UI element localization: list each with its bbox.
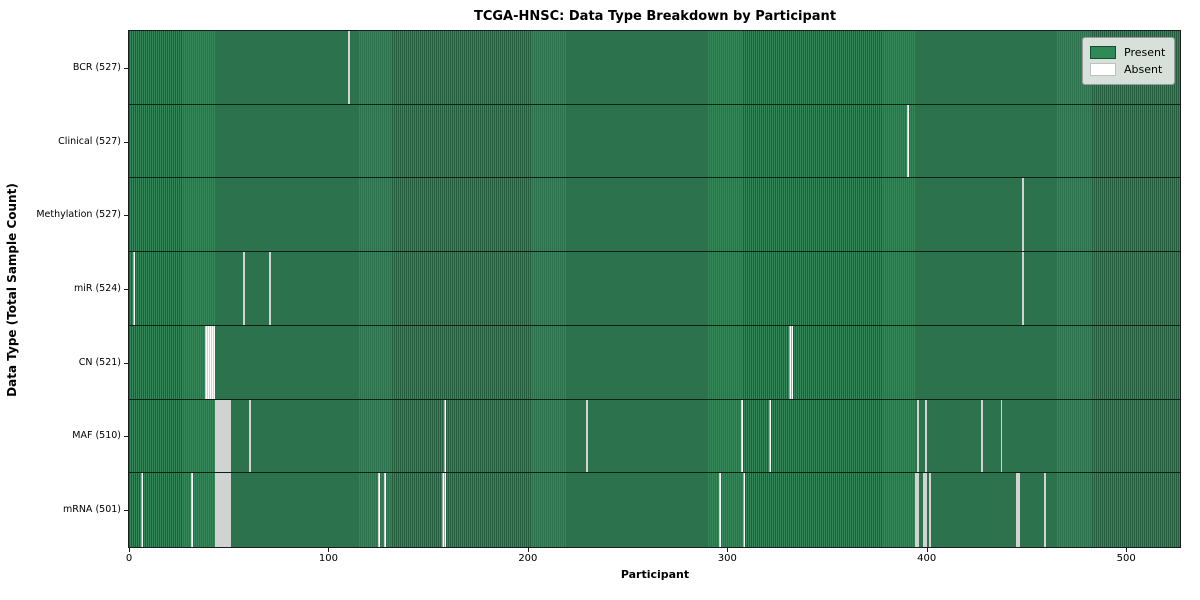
y-tick-label-mrna: mRNA (501) xyxy=(62,504,121,516)
absent-stripe xyxy=(916,473,919,547)
y-tick-mark xyxy=(124,141,128,143)
absent-stripe xyxy=(741,399,744,473)
x-tick-mark xyxy=(328,548,330,552)
absent-stripe xyxy=(228,399,231,473)
absent-stripe xyxy=(585,399,588,473)
absent-stripe xyxy=(228,473,231,547)
absent-stripe xyxy=(719,473,722,547)
absent-stripe xyxy=(1022,178,1025,252)
absent-stripe xyxy=(769,399,772,473)
absent-stripe xyxy=(210,325,213,399)
absent-stripe xyxy=(378,473,381,547)
x-tick-label: 100 xyxy=(318,553,338,564)
x-axis-label: Participant xyxy=(620,568,690,581)
y-tick-label-methylation: Methylation (527) xyxy=(36,209,121,221)
heatmap-row-mrna xyxy=(129,473,1180,547)
legend-absent-label: Absent xyxy=(1124,63,1163,76)
absent-stripe xyxy=(1022,252,1025,325)
absent-stripe xyxy=(214,399,217,473)
absent-stripe xyxy=(224,399,227,473)
absent-stripe xyxy=(384,473,387,547)
absent-stripe xyxy=(140,473,143,547)
absent-stripe xyxy=(444,399,447,473)
absent-stripe xyxy=(212,325,215,399)
y-tick-label-bcr: BCR (527) xyxy=(72,61,121,73)
heatmap-row-clinical xyxy=(129,104,1180,179)
absent-stripe xyxy=(789,325,792,399)
heatmap-row-methylation xyxy=(129,178,1180,253)
x-tick-label: 200 xyxy=(518,553,538,564)
x-tick-mark xyxy=(527,548,529,552)
x-tick-mark xyxy=(1126,548,1128,552)
legend-item-present: Present xyxy=(1090,44,1165,61)
absent-stripe xyxy=(906,104,909,178)
absent-stripe xyxy=(916,399,919,473)
absent-stripe xyxy=(242,252,245,325)
chart-title: TCGA-HNSC: Data Type Breakdown by Partic… xyxy=(473,9,837,24)
absent-stripe xyxy=(132,252,135,325)
y-tick-label-maf: MAF (510) xyxy=(72,430,121,442)
absent-stripe xyxy=(208,325,211,399)
x-tick-label: 400 xyxy=(917,553,937,564)
absent-stripe xyxy=(791,325,794,399)
absent-stripe xyxy=(224,473,227,547)
absent-stripe xyxy=(220,399,223,473)
absent-stripe xyxy=(220,473,223,547)
legend: Present Absent xyxy=(1082,37,1176,85)
absent-swatch-icon xyxy=(1090,63,1116,76)
absent-stripe xyxy=(248,399,251,473)
absent-stripe xyxy=(980,399,983,473)
x-tick-label: 300 xyxy=(717,553,737,564)
absent-stripe xyxy=(226,473,229,547)
absent-stripe xyxy=(348,31,351,104)
absent-stripe xyxy=(216,473,219,547)
present-swatch-icon xyxy=(1090,46,1116,59)
absent-stripe xyxy=(442,473,445,547)
y-tick-mark xyxy=(124,510,128,512)
y-tick-mark xyxy=(124,289,128,290)
absent-stripe xyxy=(1000,399,1003,473)
x-tick-label: 0 xyxy=(125,553,133,564)
absent-stripe xyxy=(222,399,225,473)
absent-stripe xyxy=(1016,473,1019,547)
heatmap-row-cn xyxy=(129,325,1180,400)
y-tick-mark xyxy=(124,436,128,438)
absent-stripe xyxy=(444,473,447,547)
absent-stripe xyxy=(268,252,271,325)
absent-stripe xyxy=(1018,473,1021,547)
absent-stripe xyxy=(1044,473,1047,547)
y-tick-label-clinical: Clinical (527) xyxy=(58,135,121,147)
x-tick-mark xyxy=(926,548,928,552)
absent-stripe xyxy=(204,325,207,399)
absent-stripe xyxy=(924,473,927,547)
absent-stripe xyxy=(914,473,917,547)
absent-stripe xyxy=(743,473,746,547)
x-tick-mark xyxy=(727,548,729,552)
legend-present-label: Present xyxy=(1124,46,1166,59)
absent-stripe xyxy=(218,473,221,547)
y-tick-mark xyxy=(124,362,128,364)
absent-stripe xyxy=(206,325,209,399)
y-tick-mark xyxy=(124,67,128,69)
absent-stripe xyxy=(216,399,219,473)
absent-stripe xyxy=(924,399,927,473)
absent-stripe xyxy=(226,399,229,473)
y-tick-label-cn: CN (521) xyxy=(78,356,121,368)
x-tick-mark xyxy=(129,548,130,552)
absent-stripe xyxy=(922,473,925,547)
absent-stripe xyxy=(190,473,193,547)
legend-item-absent: Absent xyxy=(1090,61,1165,78)
heatmap-row-mir xyxy=(129,252,1180,326)
absent-stripe xyxy=(214,473,217,547)
x-tick-label: 500 xyxy=(1116,553,1136,564)
absent-stripe xyxy=(218,399,221,473)
heatmap-row-maf xyxy=(129,399,1180,474)
y-tick-mark xyxy=(124,215,128,217)
plot-area xyxy=(128,30,1181,548)
absent-stripe xyxy=(928,473,931,547)
y-tick-label-mir: miR (524) xyxy=(73,283,121,294)
heatmap-row-bcr xyxy=(129,31,1180,105)
absent-stripe xyxy=(222,473,225,547)
